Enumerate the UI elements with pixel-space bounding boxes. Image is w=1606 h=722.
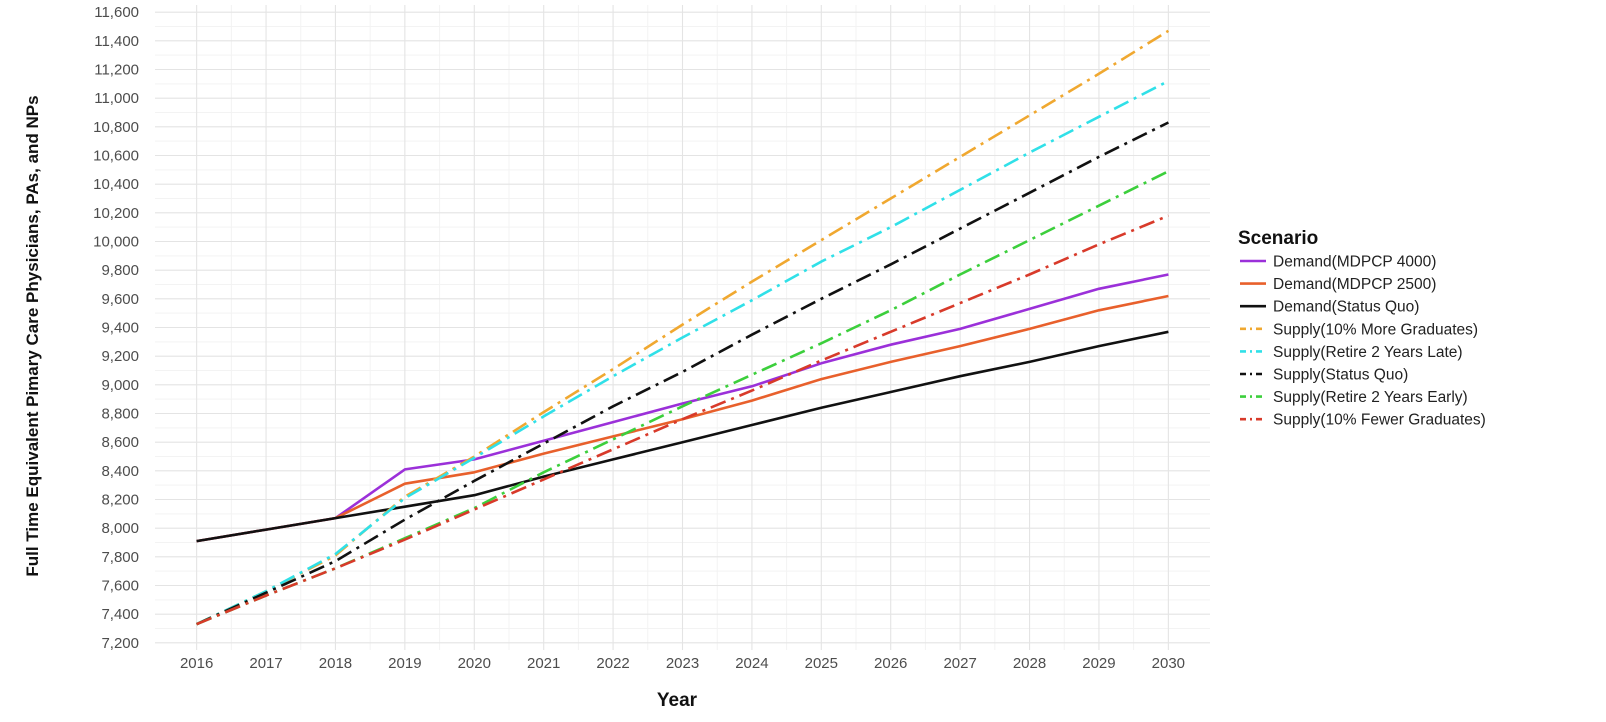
legend-label: Supply(Status Quo) — [1273, 367, 1408, 384]
y-axis-ticks: 7,200 7,400 7,600 7,800 8,000 8,200 8,400 8,600… — [93, 4, 139, 652]
series-lines — [196, 29, 1170, 626]
gridlines — [155, 5, 1210, 650]
y-tick-label: 11,600 — [94, 4, 139, 21]
x-tick-label: 2018 — [319, 655, 352, 672]
x-tick-label: 2030 — [1152, 655, 1185, 672]
x-tick-label: 2017 — [249, 655, 282, 672]
series-line-supply-10-fewer-graduates — [196, 214, 1169, 626]
y-tick-label: 8,600 — [101, 434, 139, 451]
legend-label: Supply(Retire 2 Years Late) — [1273, 344, 1463, 361]
y-tick-label: 7,200 — [101, 635, 139, 652]
legend-label: Demand(MDPCP 2500) — [1273, 276, 1436, 293]
y-axis-title: Full Time Equivalent Pimary Care Physici… — [23, 95, 42, 576]
x-tick-label: 2029 — [1082, 655, 1115, 672]
y-tick-label: 9,800 — [101, 262, 139, 279]
series-line-demand-status-quo — [196, 330, 1169, 543]
y-tick-label: 7,800 — [101, 549, 139, 566]
x-tick-label: 2025 — [805, 655, 838, 672]
x-tick-label: 2023 — [666, 655, 699, 672]
legend-title: Scenario — [1238, 228, 1318, 249]
x-tick-label: 2019 — [388, 655, 421, 672]
x-tick-label: 2021 — [527, 655, 560, 672]
x-tick-label: 2022 — [596, 655, 629, 672]
x-tick-label: 2026 — [874, 655, 907, 672]
y-tick-label: 10,800 — [93, 119, 139, 136]
series-line-supply-status-quo — [196, 121, 1169, 626]
y-tick-label: 8,800 — [101, 406, 139, 423]
y-tick-label: 8,400 — [101, 463, 139, 480]
legend-label: Demand(MDPCP 4000) — [1273, 254, 1436, 271]
y-tick-label: 8,000 — [101, 520, 139, 537]
x-tick-label: 2028 — [1013, 655, 1046, 672]
series-line-demand-mdpcp-4000 — [196, 273, 1169, 543]
y-tick-label: 7,400 — [101, 606, 139, 623]
series-line-supply-10-more-graduates — [196, 29, 1170, 626]
legend: Scenario Demand(MDPCP 4000) Demand(MDPCP … — [1238, 228, 1486, 429]
y-tick-label: 9,200 — [101, 348, 139, 365]
y-tick-label: 10,600 — [93, 148, 139, 165]
y-tick-label: 11,200 — [94, 62, 139, 79]
y-tick-label: 10,400 — [93, 176, 139, 193]
legend-label: Supply(10% More Graduates) — [1273, 321, 1478, 338]
legend-label: Supply(10% Fewer Graduates) — [1273, 412, 1486, 429]
y-tick-label: 11,000 — [94, 90, 139, 107]
y-tick-label: 11,400 — [94, 33, 139, 50]
y-tick-label: 9,000 — [101, 377, 139, 394]
x-tick-label: 2024 — [735, 655, 768, 672]
y-tick-label: 10,000 — [93, 234, 139, 251]
y-tick-label: 9,400 — [101, 320, 139, 337]
legend-label: Supply(Retire 2 Years Early) — [1273, 389, 1468, 406]
x-tick-label: 2020 — [458, 655, 491, 672]
x-axis-ticks: 2016 2017 2018 2019 2020 2021 2022 2023 2024 2025… — [180, 655, 1185, 672]
y-tick-label: 9,600 — [101, 291, 139, 308]
series-line-supply-retire-2-years-late — [196, 79, 1169, 626]
x-tick-label: 2027 — [943, 655, 976, 672]
y-tick-label: 7,600 — [101, 578, 139, 595]
legend-label: Demand(Status Quo) — [1273, 299, 1419, 316]
y-tick-label: 10,200 — [93, 205, 139, 222]
x-tick-label: 2016 — [180, 655, 213, 672]
series-line-supply-retire-2-years-early — [196, 170, 1169, 626]
x-axis-title: Year — [657, 690, 698, 711]
y-tick-label: 8,200 — [101, 492, 139, 509]
